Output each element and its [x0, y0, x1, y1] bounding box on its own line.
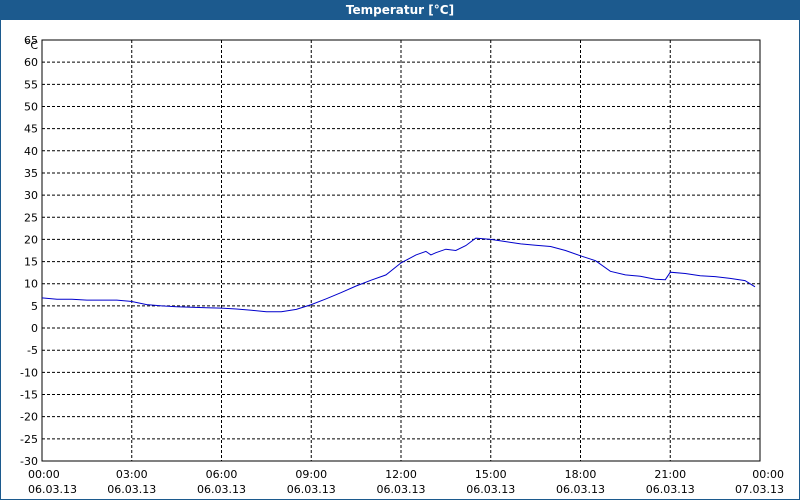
x-tick-time: 09:00 [295, 468, 327, 481]
y-tick-label: -10 [20, 366, 38, 379]
x-axis: 00:00 06.03.13 03:00 06.03.13 06:00 06.03.13 0… [28, 468, 784, 496]
x-tick-time: 15:00 [475, 468, 507, 481]
x-tick-date: 07.03.13 [735, 483, 784, 496]
x-tick-date: 06.03.13 [377, 483, 426, 496]
x-tick-date: 06.03.13 [28, 483, 77, 496]
y-tick-label: 40 [24, 145, 38, 158]
y-tick-label: -30 [20, 455, 38, 468]
y-tick-label: 65 [24, 34, 38, 47]
x-tick-time: 18:00 [565, 468, 597, 481]
x-tick-time: 00:00 [28, 468, 60, 481]
y-axis-label: °C [25, 39, 39, 52]
x-tick-date: 06.03.13 [556, 483, 605, 496]
y-axis: 65605550454035302520151050-5-10-15-20-25… [20, 34, 38, 468]
y-tick-label: -20 [20, 411, 38, 424]
y-tick-label: 50 [24, 100, 38, 113]
y-tick-label: 15 [24, 256, 38, 269]
y-tick-label: 45 [24, 123, 38, 136]
x-tick-time: 00:00 [752, 468, 784, 481]
x-tick-time: 03:00 [116, 468, 148, 481]
temperature-series-line [41, 237, 756, 313]
y-tick-label: 30 [24, 189, 38, 202]
x-tick-date: 06.03.13 [197, 483, 246, 496]
plot-area [41, 39, 761, 462]
y-tick-label: 25 [24, 211, 38, 224]
x-tick-date: 06.03.13 [107, 483, 156, 496]
y-tick-label: 60 [24, 56, 38, 69]
y-tick-label: 20 [24, 233, 38, 246]
x-tick-date: 06.03.13 [466, 483, 515, 496]
x-tick-date: 06.03.13 [287, 483, 336, 496]
y-tick-label: 55 [24, 78, 38, 91]
x-tick-date: 06.03.13 [646, 483, 695, 496]
y-tick-label: 5 [31, 300, 38, 313]
y-tick-label: 35 [24, 167, 38, 180]
x-tick-time: 06:00 [206, 468, 238, 481]
y-tick-label: 0 [31, 322, 38, 335]
chart-title: Temperatur [°C] [0, 0, 800, 20]
y-tick-label: -5 [27, 344, 38, 357]
grid [42, 40, 760, 461]
y-tick-label: 10 [24, 278, 38, 291]
x-tick-time: 21:00 [654, 468, 686, 481]
x-tick-time: 12:00 [385, 468, 417, 481]
y-tick-label: -15 [20, 389, 38, 402]
y-tick-label: -25 [20, 433, 38, 446]
